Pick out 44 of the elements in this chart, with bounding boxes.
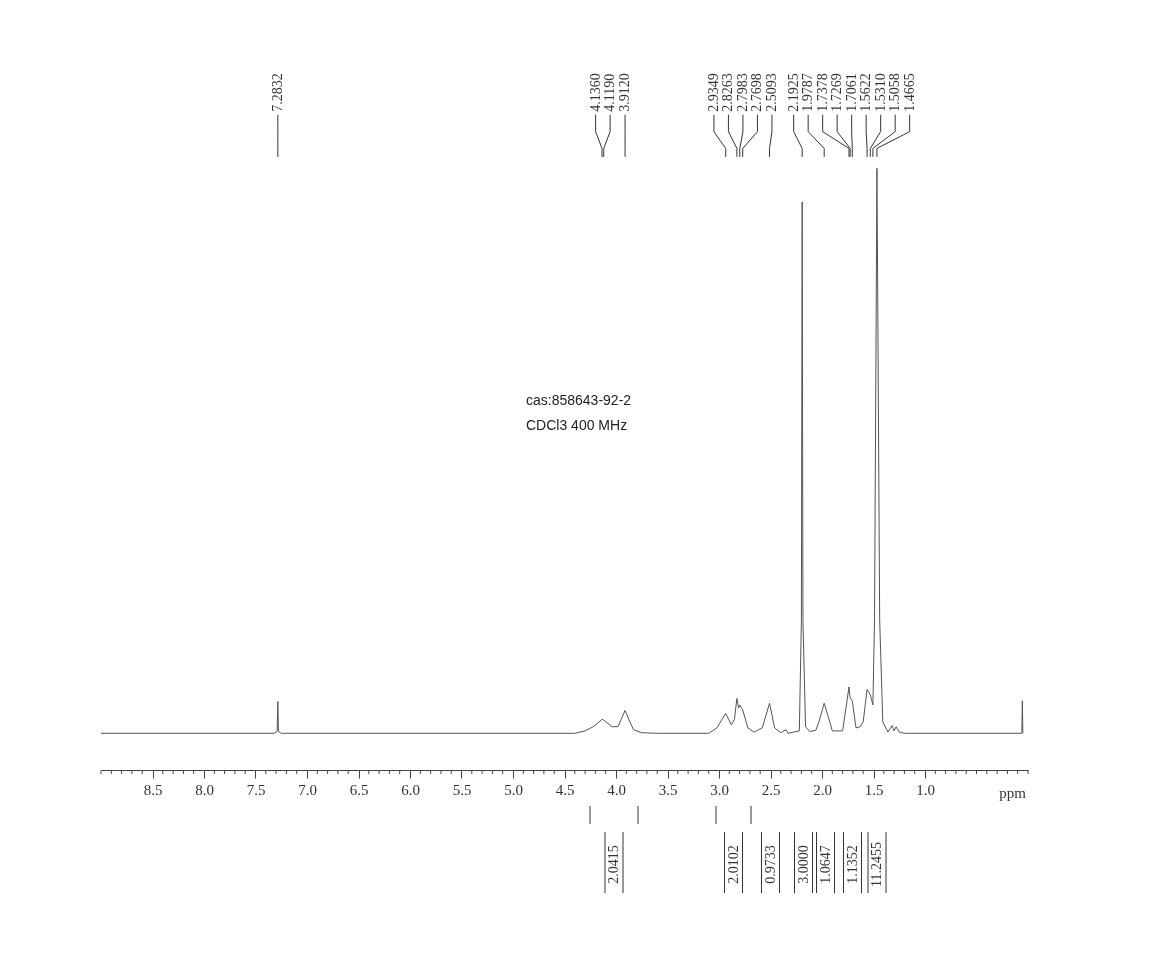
annotation: 4.1360 [587, 73, 603, 112]
x-tick-label: 2.0 [813, 781, 832, 798]
x-tick-label: 4.0 [607, 781, 626, 798]
annotation: 1.4665 [901, 73, 917, 112]
x-tick-label: 5.5 [452, 781, 472, 798]
annotation: 3.9120 [617, 73, 633, 112]
annotation: 4.1190 [602, 73, 618, 112]
annotation: CDCl3 400 MHz [526, 417, 628, 433]
x-tick-label: 3.5 [658, 781, 678, 798]
text: 1.0647 [817, 845, 833, 884]
x-tick-label: 4.5 [555, 781, 575, 798]
x-tick-label: 2.5 [761, 781, 781, 798]
annotation: 1.5622 [858, 73, 874, 112]
annotation: 2.9349 [705, 73, 721, 112]
text: 11.2455 [869, 842, 884, 887]
annotation: 2.7983 [734, 73, 750, 112]
annotation: 2.7698 [749, 73, 765, 112]
annotation: 2.8263 [720, 73, 736, 112]
annotation: 1.5310 [872, 73, 888, 112]
text: 1.1352 [844, 845, 860, 884]
x-tick-label: 1.5 [864, 781, 884, 798]
x-tick-label: 7.5 [246, 781, 266, 798]
x-tick-label: 6.0 [401, 781, 420, 798]
x-tick-label: 1.0 [916, 781, 935, 798]
annotation: 1.7061 [843, 73, 859, 112]
annotation: 2.5093 [763, 73, 779, 112]
annotation: 1.7269 [829, 73, 845, 112]
annotation: cas:858643-92-2 [526, 392, 632, 408]
x-tick-label: 8.5 [143, 781, 163, 798]
x-tick-label: 7.0 [298, 781, 317, 798]
x-axis-title: ppm [999, 784, 1027, 801]
text: 2.0102 [725, 845, 741, 884]
text: 2.0415 [606, 845, 621, 884]
x-tick-label: 3.0 [710, 781, 729, 798]
annotation: 1.5058 [887, 73, 903, 112]
annotation: 1.7378 [814, 73, 830, 112]
annotation: 2.1925 [785, 73, 801, 112]
text: 3.0000 [795, 845, 811, 884]
x-tick-label: 6.5 [349, 781, 369, 798]
x-tick-label: 5.0 [504, 781, 523, 798]
annotation: 1.9787 [800, 73, 816, 112]
text: 0.9733 [762, 845, 778, 884]
annotation: 7.2832 [269, 73, 285, 112]
x-tick-label: 8.0 [195, 781, 214, 798]
